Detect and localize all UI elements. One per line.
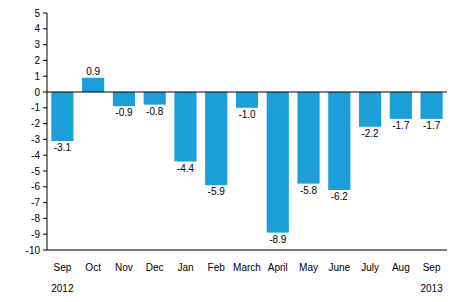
y-tick-label: -9 [31, 229, 40, 240]
x-tick-label: March [233, 262, 261, 273]
y-tick [43, 155, 47, 156]
data-label: -6.2 [331, 191, 349, 202]
x-tick-label: May [299, 262, 318, 273]
data-label: -5.9 [208, 186, 226, 197]
zero-line [47, 92, 447, 93]
bar [421, 92, 443, 119]
bar [205, 92, 227, 185]
data-label: -1.0 [238, 109, 256, 120]
y-tick-label: -2 [31, 118, 40, 129]
year-label: 2012 [51, 283, 74, 294]
data-label: -1.7 [423, 120, 441, 131]
data-label: -0.8 [146, 106, 164, 117]
bar [113, 92, 135, 106]
y-tick-label: -5 [31, 166, 40, 177]
y-tick [43, 107, 47, 108]
y-tick-label: 0 [34, 87, 40, 98]
data-label: 0.9 [86, 66, 100, 77]
x-tick-label: April [268, 262, 288, 273]
y-tick [43, 76, 47, 77]
y-tick-label: 2 [34, 55, 40, 66]
y-tick-label: 3 [34, 39, 40, 50]
bar [359, 92, 381, 127]
bar [51, 92, 73, 141]
bar [390, 92, 412, 119]
bar [144, 92, 166, 105]
y-tick [43, 218, 47, 219]
x-tick-label: July [361, 262, 379, 273]
data-label: -5.8 [300, 185, 318, 196]
year-label: 2013 [420, 283, 443, 294]
chart-container: -10-9-8-7-6-5-4-3-2-1012345-3.10.9-0.9-0… [0, 0, 453, 302]
bar [267, 92, 289, 233]
x-tick-label: Jan [177, 262, 193, 273]
y-tick [43, 171, 47, 172]
data-label: -3.1 [54, 142, 72, 153]
bar [174, 92, 196, 162]
y-tick [43, 139, 47, 140]
x-tick-label: Dec [146, 262, 164, 273]
y-tick [43, 123, 47, 124]
bar [297, 92, 319, 184]
y-tick-label: -7 [31, 197, 40, 208]
x-axis [47, 250, 447, 251]
data-label: -0.9 [115, 107, 133, 118]
y-tick [43, 92, 47, 93]
y-axis [47, 13, 48, 250]
x-tick-label: Feb [208, 262, 226, 273]
y-tick [43, 60, 47, 61]
y-tick [43, 234, 47, 235]
y-tick-label: -1 [31, 102, 40, 113]
x-tick-label: Nov [115, 262, 133, 273]
y-tick [43, 44, 47, 45]
y-tick [43, 28, 47, 29]
data-label: -1.7 [392, 120, 410, 131]
x-tick-label: Sep [423, 262, 441, 273]
data-label: -8.9 [269, 234, 287, 245]
bar [236, 92, 258, 108]
y-tick [43, 13, 47, 14]
x-tick-label: Aug [392, 262, 410, 273]
x-tick-label: Sep [53, 262, 71, 273]
y-tick-label: 4 [34, 23, 40, 34]
x-tick-label: Oct [85, 262, 101, 273]
data-label: -2.2 [361, 128, 379, 139]
x-tick-label: June [328, 262, 350, 273]
bars [51, 78, 442, 233]
y-tick-label: -4 [31, 150, 40, 161]
data-label: -4.4 [177, 163, 195, 174]
y-tick [43, 250, 47, 251]
y-tick-label: -6 [31, 181, 40, 192]
y-tick [43, 186, 47, 187]
y-tick-label: -10 [26, 245, 41, 256]
bar [328, 92, 350, 190]
y-tick [43, 202, 47, 203]
y-tick-label: -3 [31, 134, 40, 145]
y-tick-label: -8 [31, 213, 40, 224]
chart-svg: -10-9-8-7-6-5-4-3-2-1012345-3.10.9-0.9-0… [0, 0, 453, 302]
bar [82, 78, 104, 92]
y-tick-label: 5 [34, 8, 40, 19]
y-tick-label: 1 [34, 71, 40, 82]
